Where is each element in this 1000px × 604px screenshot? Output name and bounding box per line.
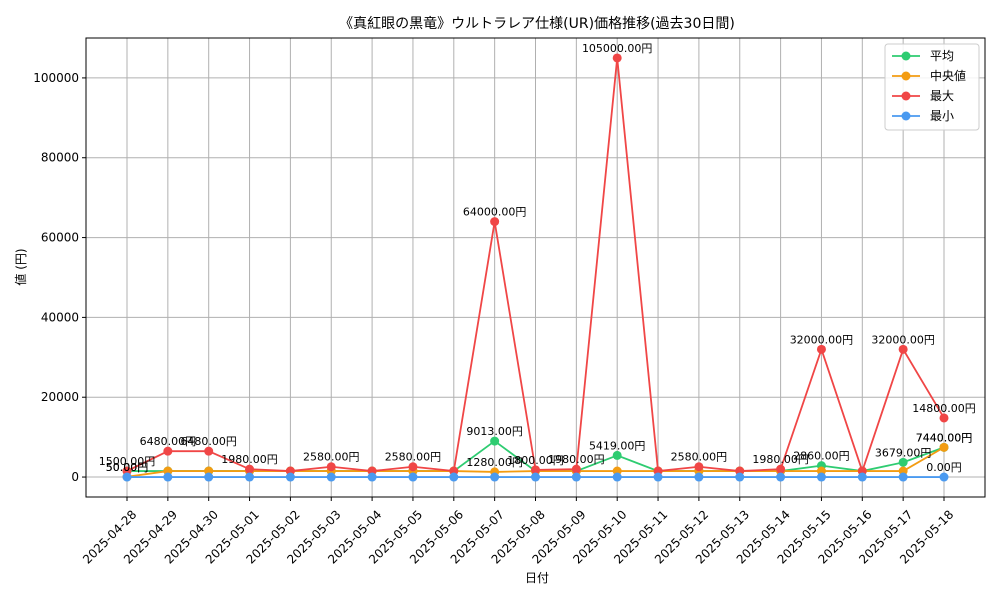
data-point [408, 472, 418, 482]
data-label: 1500.00円 [99, 455, 156, 468]
data-point [490, 472, 500, 482]
data-point [326, 462, 336, 472]
data-label: 3679.00円 [875, 446, 932, 459]
data-point [408, 462, 418, 472]
legend-marker [901, 51, 911, 61]
data-label: 14800.00円 [912, 402, 976, 415]
data-point [367, 472, 377, 482]
y-tick-label: 40000 [41, 310, 79, 324]
data-point [735, 472, 745, 482]
data-label: 2580.00円 [671, 451, 728, 464]
chart-title: 《真紅眼の黒竜》ウルトラレア仕様(UR)価格推移(過去30日間) [339, 15, 735, 32]
data-label: 5419.00円 [589, 439, 646, 452]
data-label: 1280.00円 [466, 456, 523, 469]
data-point [449, 472, 459, 482]
data-label: 2580.00円 [385, 451, 442, 464]
legend-label: 中央値 [930, 68, 966, 83]
data-label: 1980.00円 [548, 453, 605, 466]
legend-box [884, 43, 980, 131]
data-point [776, 464, 786, 474]
data-point [245, 472, 255, 482]
data-point [122, 472, 132, 482]
data-label: 7440.00円 [916, 431, 973, 444]
y-tick-label: 80000 [41, 151, 79, 165]
legend-marker [901, 111, 911, 121]
data-point [939, 413, 949, 423]
data-point [163, 446, 173, 456]
data-label: 105000.00円 [582, 42, 653, 55]
data-point [490, 436, 500, 446]
legend-marker [901, 91, 911, 101]
legend-label: 最大 [930, 89, 954, 103]
data-label: 0.00円 [926, 461, 962, 474]
grid [86, 38, 985, 497]
data-point [776, 472, 786, 482]
data-point [898, 472, 908, 482]
data-label: 1800.00円 [507, 454, 564, 467]
data-point [204, 472, 214, 482]
data-point [204, 446, 214, 456]
data-point [531, 472, 540, 482]
data-point [694, 472, 704, 482]
data-label: 32000.00円 [790, 333, 854, 346]
legend-marker [901, 71, 911, 81]
data-point [490, 217, 500, 227]
data-point [531, 465, 540, 475]
data-label: 50.00円 [106, 461, 149, 474]
data-label: 1980.00円 [221, 453, 278, 466]
data-label: 32000.00円 [871, 333, 935, 346]
data-point [898, 344, 908, 354]
data-point [326, 472, 336, 482]
data-label: 6480.00円 [180, 435, 237, 448]
y-tick-label: 100000 [33, 71, 79, 85]
legend-label: 平均 [930, 49, 954, 63]
data-point [571, 472, 581, 482]
series-layer [122, 53, 949, 482]
data-point [694, 462, 704, 472]
data-label: 6480.00円 [140, 435, 197, 448]
x-axis-title: 日付 [525, 571, 549, 585]
data-label: 9013.00円 [466, 425, 523, 438]
data-point [245, 464, 255, 474]
data-point [816, 472, 826, 482]
data-point [857, 472, 867, 482]
data-label: 2860.00円 [793, 450, 850, 463]
data-point [939, 442, 949, 452]
data-point [612, 53, 622, 63]
y-tick-label: 0 [71, 470, 79, 484]
y-tick-label: 60000 [41, 231, 79, 245]
y-tick-label: 20000 [41, 390, 79, 404]
data-point [612, 450, 622, 460]
data-labels: 1500.00円 9013.00円 5419.00円 2860.00円 3679.00円… [99, 42, 976, 474]
data-point [285, 472, 295, 482]
data-point [163, 472, 173, 482]
data-point [898, 457, 908, 467]
legend-label: 最小 [930, 109, 954, 123]
data-label: 7440.00円 [916, 431, 973, 444]
data-label: 64000.00円 [463, 206, 527, 219]
data-label: 1980.00円 [752, 453, 809, 466]
data-point [612, 472, 622, 482]
data-point [816, 344, 826, 354]
data-label: 50.00円 [106, 461, 149, 474]
data-point [939, 472, 949, 482]
data-label: 2580.00円 [303, 451, 360, 464]
data-point [571, 464, 581, 474]
data-point [653, 472, 663, 482]
y-axis-title: 値 (円) [13, 248, 28, 285]
